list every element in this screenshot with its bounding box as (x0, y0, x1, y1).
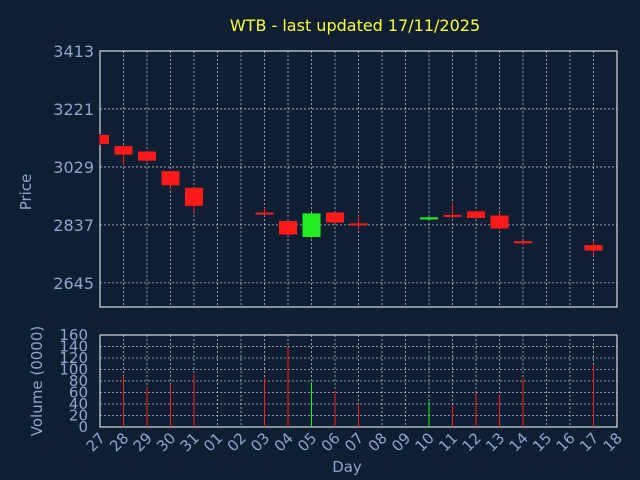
candle-body-04 (279, 220, 297, 235)
candle-body-06 (326, 212, 344, 223)
volume-tick-label: 60 (69, 384, 88, 402)
chart-title: WTB - last updated 17/11/2025 (230, 16, 480, 35)
candle-body-27 (100, 134, 109, 144)
candle-body-31 (185, 187, 203, 206)
x-tick-label: 06 (318, 429, 344, 455)
x-tick-label: 08 (365, 429, 391, 455)
volume-tick-label: 140 (59, 338, 88, 356)
candle-body-14 (514, 241, 532, 244)
x-tick-label: 14 (506, 429, 532, 455)
x-tick-label: 18 (600, 429, 626, 455)
price-tick-label: 2837 (53, 216, 94, 235)
price-panel: 3413 3221 3029 2837 2645 (53, 42, 618, 308)
candle-body-05 (302, 213, 321, 237)
x-tick-label: 29 (130, 429, 156, 455)
x-tick-label: 04 (271, 429, 297, 455)
x-tick-label: 02 (224, 429, 250, 455)
candle-body-28 (114, 146, 133, 155)
x-tick-label: 09 (388, 429, 414, 455)
candle-body-17 (584, 245, 603, 251)
x-tick-label: 12 (459, 429, 485, 455)
volume-tick-label: 80 (69, 372, 88, 390)
x-tick-label: 17 (576, 429, 602, 455)
x-tick-label: 30 (153, 429, 179, 455)
volume-tick-label: 0 (78, 418, 88, 436)
x-tick-labels: 2728293031010203040506070809101112131415… (83, 429, 626, 455)
candle-body-13 (490, 215, 509, 229)
volume-tick-label: 160 (59, 326, 88, 344)
x-tick-label: 01 (200, 429, 226, 455)
price-axis-label: Price (17, 174, 35, 211)
price-tick-label: 3221 (53, 100, 94, 119)
x-tick-label: 16 (553, 429, 579, 455)
candle-body-30 (161, 171, 180, 186)
candle-body-11 (443, 214, 462, 217)
price-tick-label: 2645 (53, 274, 94, 293)
candle-body-07 (349, 223, 368, 226)
x-tick-label: 10 (412, 429, 438, 455)
candle-body-10 (420, 217, 438, 220)
volume-tick-label: 20 (69, 407, 88, 425)
x-axis-label: Day (332, 458, 362, 476)
x-tick-label: 13 (482, 429, 508, 455)
price-tick-label: 3413 (53, 42, 94, 61)
price-tick-label: 3029 (53, 158, 94, 177)
x-tick-label: 07 (341, 429, 367, 455)
candle-body-03 (255, 212, 274, 215)
volume-tick-label: 40 (69, 395, 88, 413)
candle-body-12 (467, 211, 485, 218)
x-tick-label: 11 (435, 429, 461, 455)
x-tick-label: 05 (294, 429, 320, 455)
volume-axis-label: Volume (0000) (28, 326, 46, 436)
volume-tick-label: 100 (59, 361, 88, 379)
x-tick-label: 28 (106, 429, 132, 455)
x-tick-label: 03 (247, 429, 273, 455)
x-tick-label: 15 (529, 429, 555, 455)
x-tick-label: 31 (177, 429, 203, 455)
volume-tick-label: 120 (59, 349, 88, 367)
candle-body-29 (138, 151, 156, 161)
